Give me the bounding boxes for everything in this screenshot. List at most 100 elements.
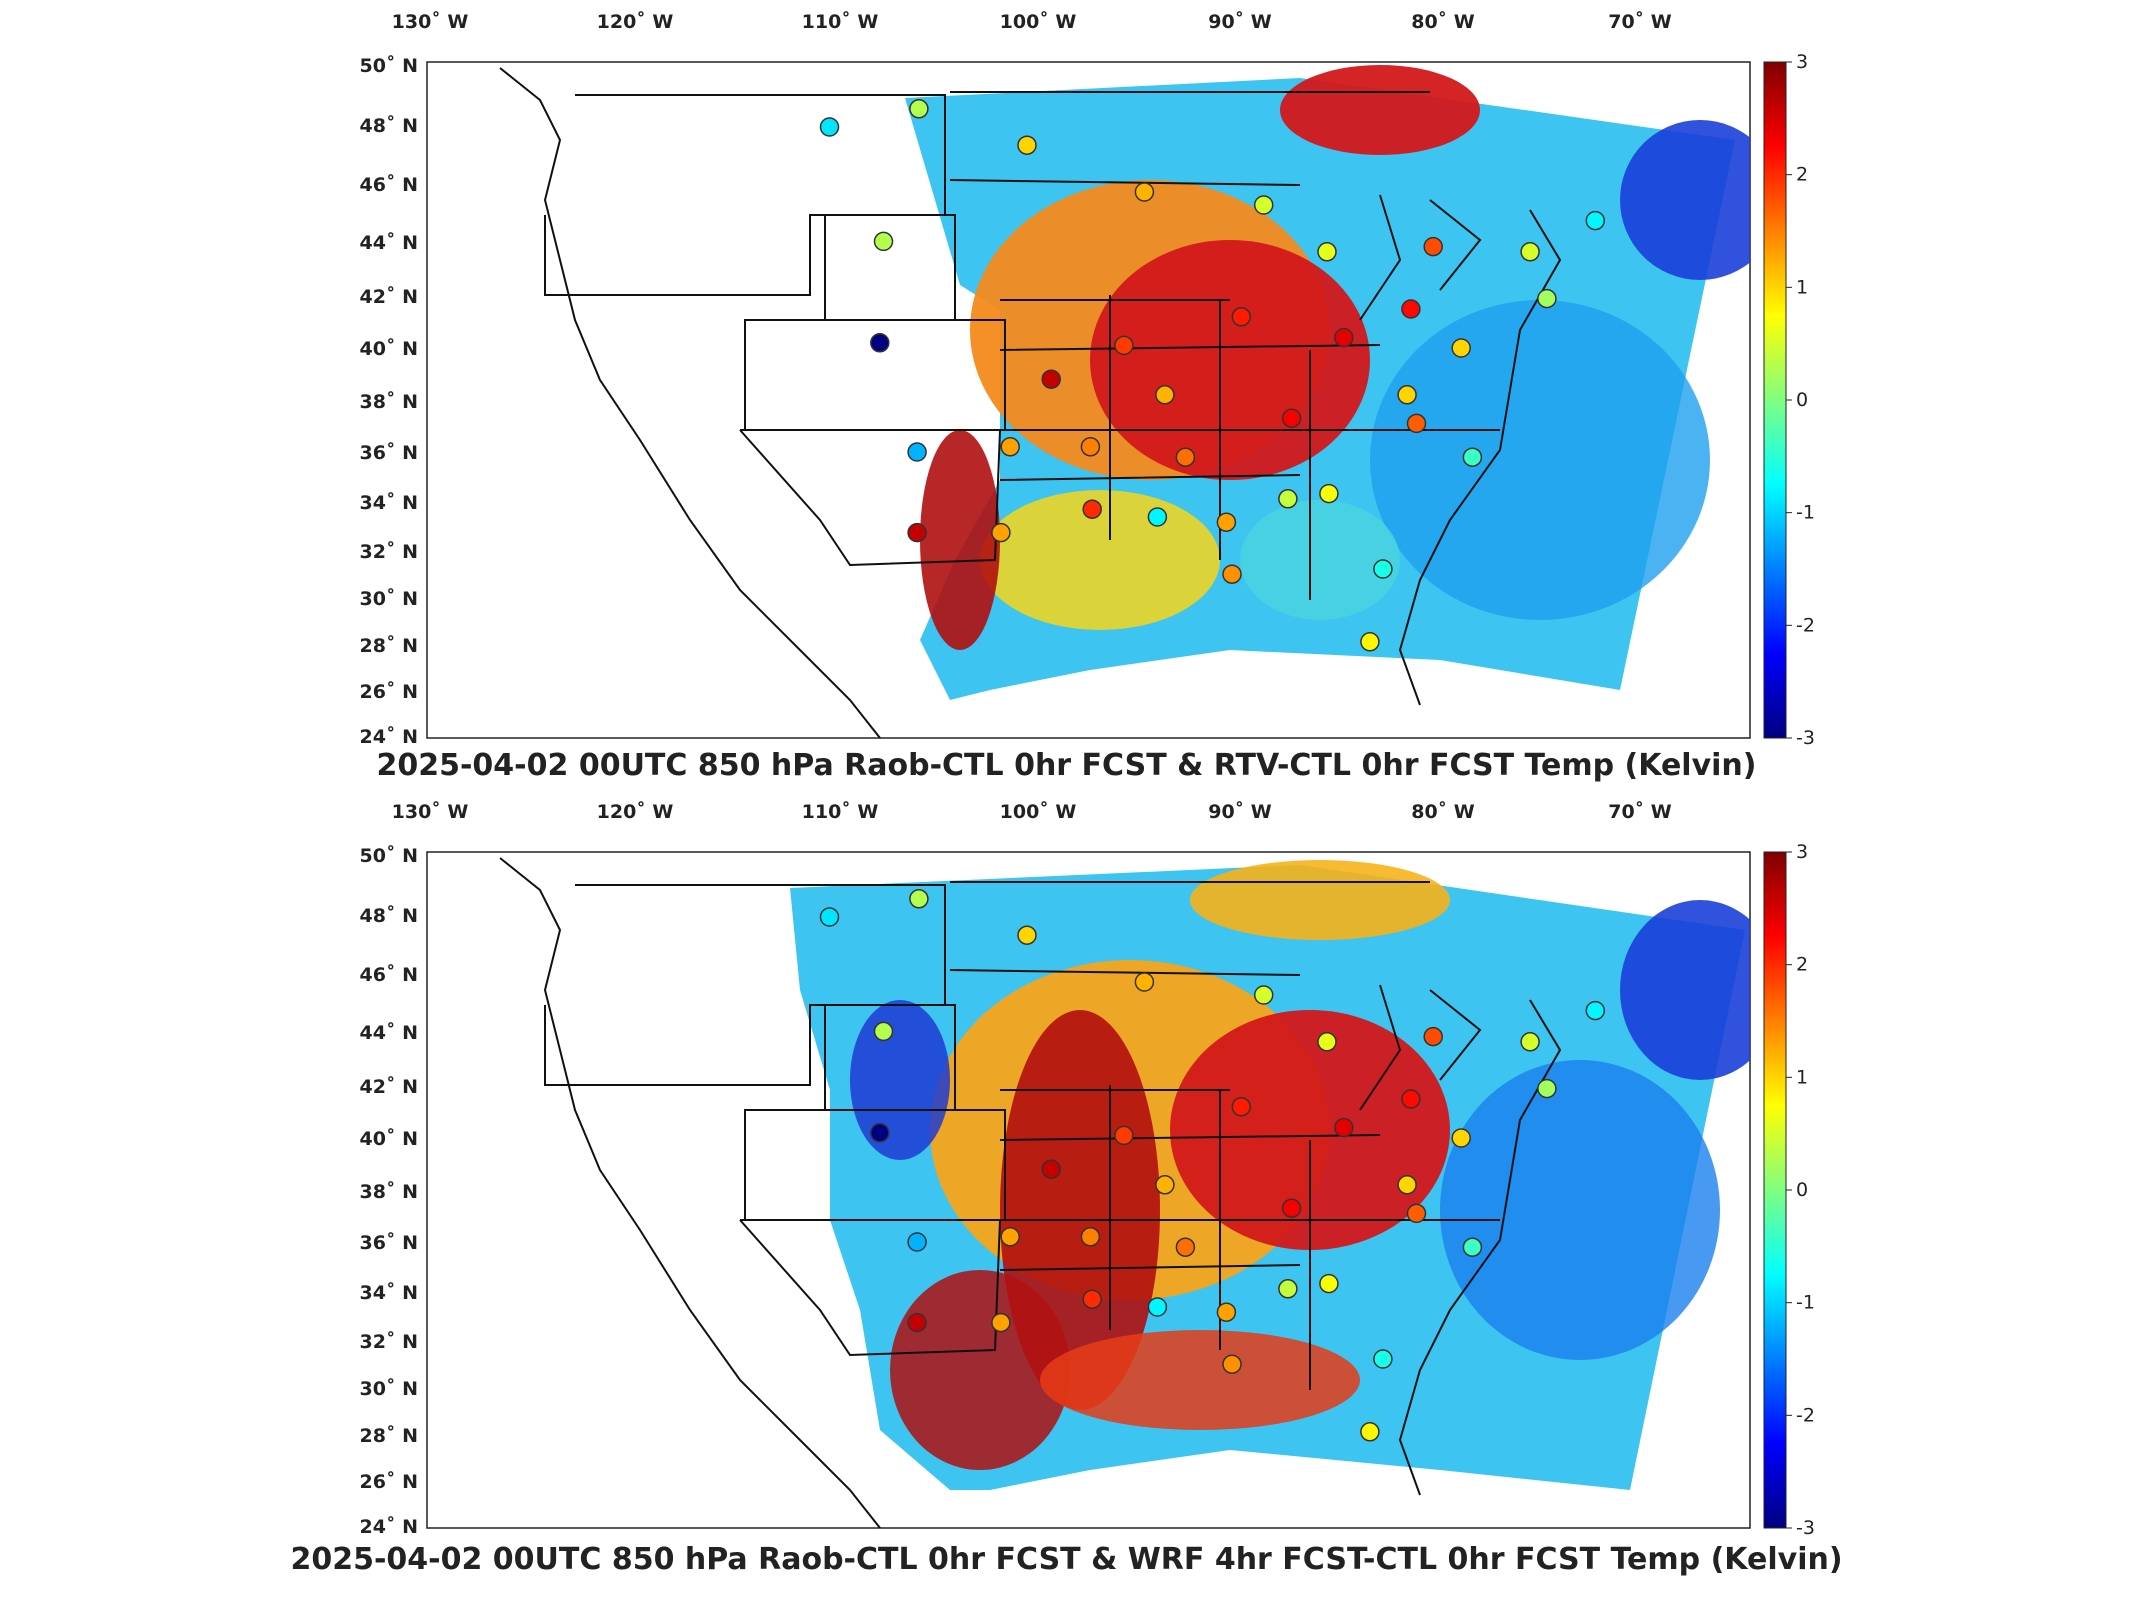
raob-station-marker (870, 1123, 890, 1143)
state-borders-northwest (544, 94, 946, 296)
raob-station-marker (991, 1312, 1011, 1333)
lat-tick-44n: 44˚ N (360, 231, 418, 254)
basemap-lines (499, 67, 1562, 739)
raob-station-marker (1231, 1097, 1252, 1117)
raob-station-marker (1401, 1089, 1421, 1109)
raob-station-marker (1114, 1125, 1134, 1146)
raob-station-marker (909, 889, 929, 909)
lon-tick-110w: 110˚ W (802, 10, 879, 33)
lat-tick-30n: 30˚ N (360, 1377, 418, 1400)
colorbar-tick-label: 2 (1796, 164, 1808, 186)
station-markers (819, 99, 1606, 652)
field-blue-ocean (1440, 1060, 1720, 1360)
raob-station-marker (1397, 1175, 1417, 1195)
raob-station-marker (1082, 499, 1102, 519)
field-orange-north (1190, 860, 1450, 940)
lon-tick-110w: 110˚ W (802, 800, 879, 823)
field-cyan-southeast (1240, 500, 1400, 620)
raob-station-marker (1373, 559, 1393, 579)
raob-station-marker (1317, 1032, 1337, 1052)
lat-tick-labels: 50˚ N 48˚ N 46˚ N 44˚ N 42˚ N 40˚ N 38˚ … (360, 54, 418, 748)
field-blue-ocean (1370, 300, 1710, 620)
raob-station-marker (873, 231, 894, 252)
lat-tick-42n: 42˚ N (360, 1075, 418, 1098)
lat-tick-38n: 38˚ N (360, 1180, 418, 1203)
lat-tick-24n: 24˚ N (360, 725, 418, 748)
raob-station-marker (1041, 369, 1061, 389)
lat-tick-48n: 48˚ N (360, 114, 418, 137)
field-red-gulf (1040, 1330, 1360, 1430)
colorbar-tick-label: 0 (1796, 389, 1808, 411)
field-red-north (1280, 65, 1480, 155)
colorbar-gradient (1763, 61, 1787, 739)
lon-tick-70w: 70˚ W (1608, 10, 1672, 33)
raob-station-marker (1319, 483, 1339, 504)
raob-station-marker (907, 522, 927, 543)
raob-station-marker (1155, 385, 1175, 405)
lon-tick-labels: 130˚ W 120˚ W 110˚ W 100˚ W 90˚ W 80˚ W … (392, 10, 1672, 33)
raob-station-marker (1462, 447, 1483, 467)
raob-station-marker (1147, 507, 1168, 527)
raob-station-marker (1278, 489, 1298, 509)
colorbar-tick-label: -3 (1796, 1517, 1815, 1539)
raob-station-marker (1222, 1354, 1242, 1374)
raob-station-marker (870, 333, 890, 353)
raob-station-marker (1406, 1203, 1427, 1224)
raob-station-marker (991, 522, 1011, 543)
raob-station-marker (1423, 1026, 1443, 1047)
raob-station-marker (1278, 1279, 1298, 1299)
lon-tick-100w: 100˚ W (1000, 10, 1077, 33)
lon-tick-80w: 80˚ W (1411, 10, 1475, 33)
basemap-lines (499, 857, 1562, 1529)
state-borders-east (949, 881, 1500, 1390)
raob-station-marker (1451, 1128, 1471, 1148)
raob-station-marker (1175, 447, 1196, 467)
colorbar-tick-label: -2 (1796, 614, 1815, 636)
map-figure-bottom: 130˚ W 120˚ W 110˚ W 100˚ W 90˚ W 80˚ W … (360, 800, 1815, 1539)
map-figure-top: 130˚ W 120˚ W 110˚ W 100˚ W 90˚ W 80˚ W … (360, 10, 1815, 749)
raob-station-marker (907, 442, 927, 462)
lat-tick-28n: 28˚ N (360, 1424, 418, 1447)
raob-station-marker (907, 1312, 927, 1333)
raob-station-marker (1334, 1117, 1354, 1138)
colorbar-tick-label: 3 (1796, 841, 1808, 863)
raob-station-marker (1082, 1289, 1102, 1309)
state-borders-east (949, 91, 1500, 600)
station-markers (819, 889, 1606, 1442)
raob-station-marker (1520, 1032, 1540, 1052)
raob-station-marker (1585, 210, 1606, 231)
raob-station-marker (1017, 925, 1037, 945)
raob-station-marker (1520, 242, 1540, 262)
colorbar-tick-label: 3 (1796, 51, 1808, 73)
raob-station-marker (1041, 1159, 1061, 1179)
lat-tick-40n: 40˚ N (360, 337, 418, 360)
raob-station-marker (1134, 182, 1155, 202)
colorbar-tick-label: 1 (1796, 1066, 1808, 1088)
raob-station-marker (1017, 135, 1037, 155)
raob-station-marker (1281, 408, 1302, 428)
lat-tick-32n: 32˚ N (360, 540, 418, 563)
raob-station-marker (1231, 307, 1252, 327)
colorbar-tick-label: 1 (1796, 276, 1808, 298)
lon-tick-130w: 130˚ W (392, 800, 469, 823)
raob-station-marker (1537, 288, 1557, 309)
lat-tick-24n: 24˚ N (360, 1515, 418, 1538)
raob-station-marker (1360, 1422, 1380, 1442)
field-darkred-texas (920, 430, 1000, 650)
lon-tick-90w: 90˚ W (1208, 10, 1272, 33)
raob-station-marker (1253, 195, 1274, 215)
colorbar-tick-label: -3 (1796, 727, 1815, 749)
field-red-central (1090, 240, 1370, 480)
raob-station-marker (1373, 1349, 1393, 1369)
lon-tick-labels: 130˚ W 120˚ W 110˚ W 100˚ W 90˚ W 80˚ W … (392, 800, 1672, 823)
colorbar-tick-label: -2 (1796, 1404, 1815, 1426)
raob-station-marker (1397, 385, 1417, 405)
colorbar: 3 2 1 0 -1 -2 -3 (1763, 841, 1815, 1539)
lat-tick-42n: 42˚ N (360, 285, 418, 308)
lat-tick-26n: 26˚ N (360, 1470, 418, 1493)
lon-tick-80w: 80˚ W (1411, 800, 1475, 823)
raob-station-marker (1585, 1000, 1606, 1021)
map-panel-top: 130˚ W 120˚ W 110˚ W 100˚ W 90˚ W 80˚ W … (360, 10, 1815, 783)
raob-station-marker (1334, 327, 1354, 348)
colorbar: 3 2 1 0 -1 -2 -3 (1763, 51, 1815, 749)
